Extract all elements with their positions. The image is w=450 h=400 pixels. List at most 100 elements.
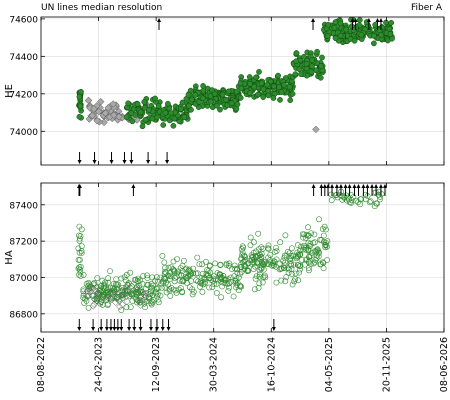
data-point bbox=[232, 279, 239, 286]
data-point bbox=[371, 33, 377, 39]
data-point bbox=[177, 285, 184, 291]
data-point bbox=[322, 239, 329, 246]
data-point bbox=[161, 259, 168, 266]
data-point bbox=[125, 100, 131, 107]
data-point bbox=[225, 276, 232, 283]
data-point bbox=[209, 87, 215, 93]
data-point bbox=[305, 224, 311, 231]
lower-limit-arrowhead bbox=[271, 327, 276, 331]
data-point bbox=[300, 242, 307, 249]
data-point bbox=[358, 31, 365, 38]
data-point bbox=[206, 284, 213, 291]
data-point bbox=[104, 287, 111, 294]
data-point bbox=[238, 283, 245, 290]
upper-limit-arrowhead bbox=[343, 184, 348, 188]
data-point bbox=[277, 239, 284, 246]
data-point bbox=[141, 300, 148, 307]
upper-limit-arrowhead bbox=[365, 184, 370, 188]
data-point bbox=[223, 260, 230, 267]
data-point bbox=[119, 284, 126, 291]
x-tick-label: 12-09-2023 bbox=[151, 337, 162, 392]
data-point bbox=[101, 283, 107, 290]
data-point bbox=[300, 234, 306, 241]
data-point bbox=[214, 102, 220, 109]
data-point bbox=[96, 287, 103, 294]
data-point bbox=[322, 241, 329, 248]
lower-limit-arrowhead bbox=[160, 327, 165, 331]
data-point bbox=[332, 19, 339, 25]
y-tick-label: 87400 bbox=[9, 201, 38, 211]
data-point bbox=[386, 26, 393, 32]
upper-limit-arrowhead bbox=[353, 18, 358, 22]
data-point bbox=[282, 278, 289, 285]
data-point bbox=[288, 245, 295, 252]
data-point bbox=[110, 285, 116, 291]
data-point bbox=[247, 80, 253, 87]
data-point bbox=[141, 99, 148, 105]
data-point bbox=[374, 200, 380, 207]
data-point bbox=[176, 272, 182, 278]
data-point bbox=[114, 286, 120, 293]
data-point bbox=[383, 19, 389, 26]
data-point bbox=[292, 71, 299, 77]
data-point bbox=[260, 259, 267, 265]
data-point bbox=[282, 259, 289, 266]
data-point bbox=[163, 289, 170, 296]
data-point bbox=[313, 67, 320, 74]
x-tick-label: 30-03-2024 bbox=[209, 337, 220, 392]
data-point bbox=[162, 284, 169, 291]
upper-limit-arrowhead bbox=[366, 18, 371, 22]
data-point bbox=[194, 254, 201, 261]
data-point bbox=[139, 123, 146, 130]
lower-limit-arrowhead bbox=[138, 327, 143, 331]
data-point bbox=[188, 96, 195, 103]
upper-limit-arrowhead bbox=[375, 18, 380, 22]
data-point bbox=[270, 95, 277, 101]
lower-limit-arrowhead bbox=[77, 160, 82, 164]
upper-limit-arrowhead bbox=[319, 184, 324, 188]
data-point bbox=[142, 286, 149, 292]
data-point bbox=[193, 277, 200, 284]
data-point bbox=[97, 300, 104, 307]
data-point bbox=[103, 289, 110, 296]
data-point-diamond bbox=[112, 298, 120, 306]
lower-limit-arrowhead bbox=[165, 160, 170, 164]
data-point bbox=[77, 103, 84, 110]
upper-limit-arrowhead bbox=[370, 184, 375, 188]
data-point bbox=[137, 277, 143, 284]
data-point bbox=[207, 93, 214, 99]
data-point bbox=[296, 269, 303, 276]
data-point bbox=[282, 232, 289, 239]
data-point bbox=[128, 110, 135, 116]
data-point bbox=[247, 257, 254, 264]
data-point bbox=[198, 280, 205, 287]
data-point bbox=[185, 91, 192, 98]
data-point bbox=[144, 275, 151, 281]
data-point bbox=[292, 276, 299, 282]
data-point bbox=[165, 264, 172, 271]
data-point bbox=[305, 239, 312, 246]
lower-limit-arrowhead bbox=[132, 327, 137, 331]
data-point bbox=[237, 271, 243, 277]
data-point bbox=[85, 304, 92, 311]
upper-limit-arrowhead bbox=[350, 18, 355, 22]
data-point bbox=[255, 285, 262, 291]
lower-limit-arrowhead bbox=[155, 327, 160, 331]
x-tick-label: 08-06-2026 bbox=[439, 337, 450, 392]
data-point bbox=[86, 285, 93, 292]
data-point bbox=[311, 248, 318, 255]
data-point bbox=[144, 272, 150, 279]
data-point-diamond bbox=[104, 103, 113, 112]
data-point bbox=[258, 80, 265, 87]
data-point bbox=[142, 304, 148, 311]
data-point bbox=[324, 32, 331, 39]
data-point bbox=[348, 197, 355, 204]
data-point bbox=[270, 260, 276, 266]
data-point-diamond bbox=[83, 292, 91, 300]
data-point bbox=[357, 201, 364, 208]
data-point bbox=[187, 268, 194, 275]
data-point bbox=[149, 274, 156, 281]
data-point-diamond bbox=[84, 96, 93, 105]
data-point bbox=[258, 254, 265, 261]
data-point bbox=[387, 31, 394, 37]
